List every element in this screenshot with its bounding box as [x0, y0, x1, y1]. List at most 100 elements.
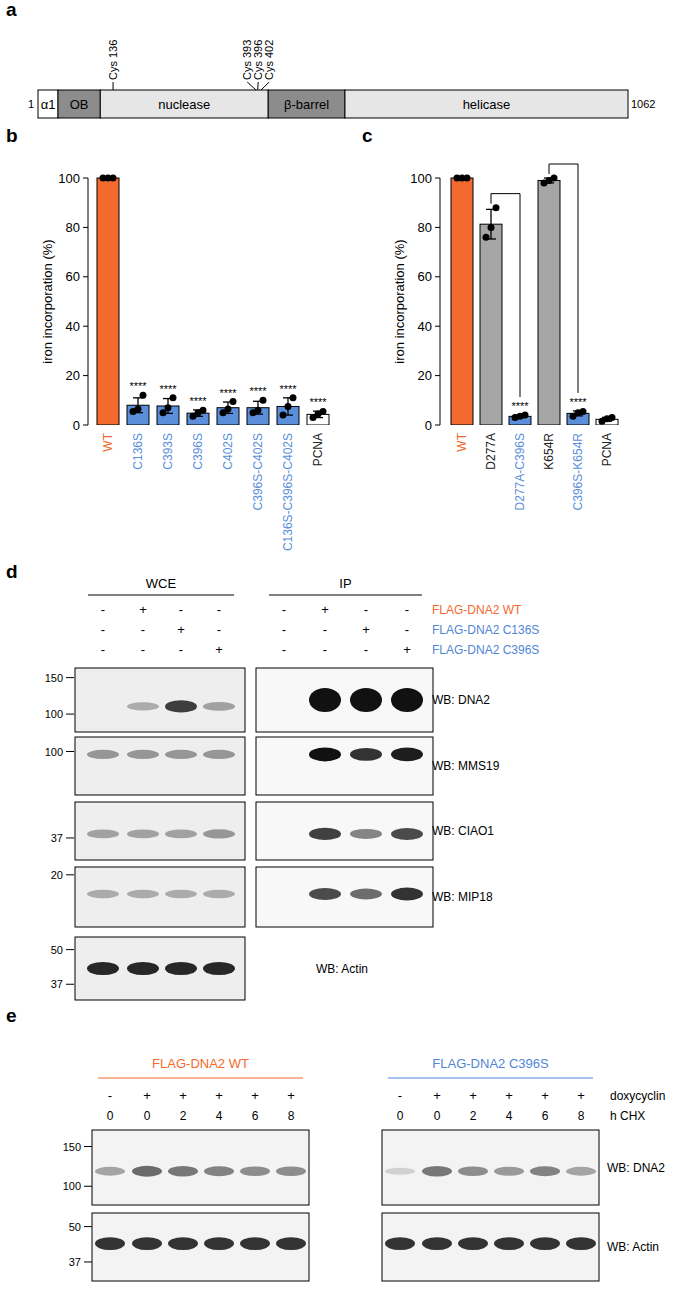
sign: - — [108, 1088, 112, 1103]
tick-label: 100 — [410, 171, 432, 186]
significance: **** — [129, 380, 147, 392]
chx-time: 0 — [434, 1109, 441, 1123]
plot-area — [451, 175, 618, 426]
y-tick — [83, 326, 88, 327]
blot-panel — [256, 802, 433, 860]
y-tick — [435, 178, 440, 179]
blot-panel — [92, 1213, 309, 1281]
domain — [268, 90, 345, 118]
cys-label: Cys 402 — [263, 40, 275, 80]
category-label: C396S — [191, 433, 205, 470]
replicate-point — [110, 175, 117, 182]
category-label: C396S-K654R — [571, 433, 585, 511]
tick-label: 40 — [418, 319, 432, 334]
marker-label: 37 — [51, 832, 63, 844]
sign: - — [141, 622, 145, 637]
blot-panel — [256, 867, 433, 927]
marker-tick — [66, 874, 74, 875]
band — [268, 891, 300, 897]
blot-panel — [382, 1130, 599, 1205]
marker-tick — [84, 1226, 92, 1227]
significance: **** — [309, 396, 327, 408]
replicate-point — [290, 394, 297, 401]
replicate-point — [225, 405, 232, 412]
replicate-point — [140, 392, 147, 399]
chx-time: 0 — [144, 1109, 151, 1123]
replicate-point — [483, 234, 490, 241]
tick-label: 60 — [418, 269, 432, 284]
marker-tick — [66, 751, 74, 752]
band — [87, 830, 119, 839]
band — [268, 751, 300, 757]
sign: + — [251, 1088, 259, 1103]
band — [350, 889, 382, 900]
significance: **** — [249, 385, 267, 397]
replicate-point — [255, 407, 262, 414]
blot-panel — [256, 668, 433, 732]
axis-title: iron incorporation (%) — [40, 239, 55, 363]
bar — [480, 224, 502, 425]
wb-label: WB: CIAO1 — [432, 824, 494, 838]
domain — [38, 90, 58, 118]
band — [391, 888, 423, 901]
marker-label: 50 — [51, 944, 63, 956]
y-tick — [435, 227, 440, 228]
band — [132, 1166, 162, 1177]
cys-marker — [261, 82, 269, 90]
band — [566, 1237, 596, 1250]
sign: + — [433, 1088, 441, 1103]
band — [127, 702, 159, 710]
band — [127, 962, 159, 975]
bar — [97, 178, 119, 425]
significance: **** — [159, 383, 177, 395]
panel-letter: e — [6, 1005, 17, 1026]
axis-title: iron incorporation (%) — [392, 239, 407, 363]
tick-label: 0 — [73, 418, 80, 433]
band — [87, 890, 119, 898]
chx-time: 8 — [288, 1109, 295, 1123]
y-tick — [83, 276, 88, 277]
marker-label: 100 — [45, 708, 63, 720]
significance: **** — [511, 400, 529, 412]
blot-panel — [256, 737, 433, 795]
sign: + — [143, 1088, 151, 1103]
band — [458, 1166, 488, 1176]
sign: - — [282, 642, 286, 657]
comparison-bracket — [549, 164, 578, 393]
comparison-bracket — [491, 194, 520, 397]
band — [165, 750, 197, 759]
y-tick — [83, 178, 88, 179]
band — [127, 750, 159, 759]
chx-time: 6 — [252, 1109, 259, 1123]
sign: - — [323, 622, 327, 637]
cys-marker — [257, 82, 259, 90]
category-label: PCNA — [311, 433, 325, 466]
band — [168, 1237, 198, 1250]
cys-marker — [113, 82, 114, 90]
y-axis — [88, 178, 89, 425]
band — [132, 1237, 162, 1250]
group-label: FLAG-DNA2 C396S — [432, 1056, 549, 1071]
sign: - — [217, 602, 221, 617]
band — [494, 1237, 524, 1250]
chx-time: 2 — [470, 1109, 477, 1123]
bar — [127, 405, 149, 425]
replicate-point — [488, 224, 495, 231]
band — [165, 890, 197, 898]
band — [165, 830, 197, 839]
sign: + — [215, 642, 223, 657]
domain — [100, 90, 268, 118]
group-rule — [98, 1077, 303, 1078]
band — [309, 828, 341, 840]
sign: - — [101, 622, 105, 637]
cys-marker — [247, 82, 256, 90]
blot-panel — [382, 1213, 599, 1281]
y-tick — [435, 375, 440, 376]
group-label: IP — [339, 576, 351, 591]
y-tick — [83, 425, 88, 426]
category-label: C136S — [131, 433, 145, 470]
replicate-point — [230, 398, 237, 405]
band — [309, 747, 341, 761]
replicate-point — [165, 404, 172, 411]
band — [566, 1167, 596, 1176]
